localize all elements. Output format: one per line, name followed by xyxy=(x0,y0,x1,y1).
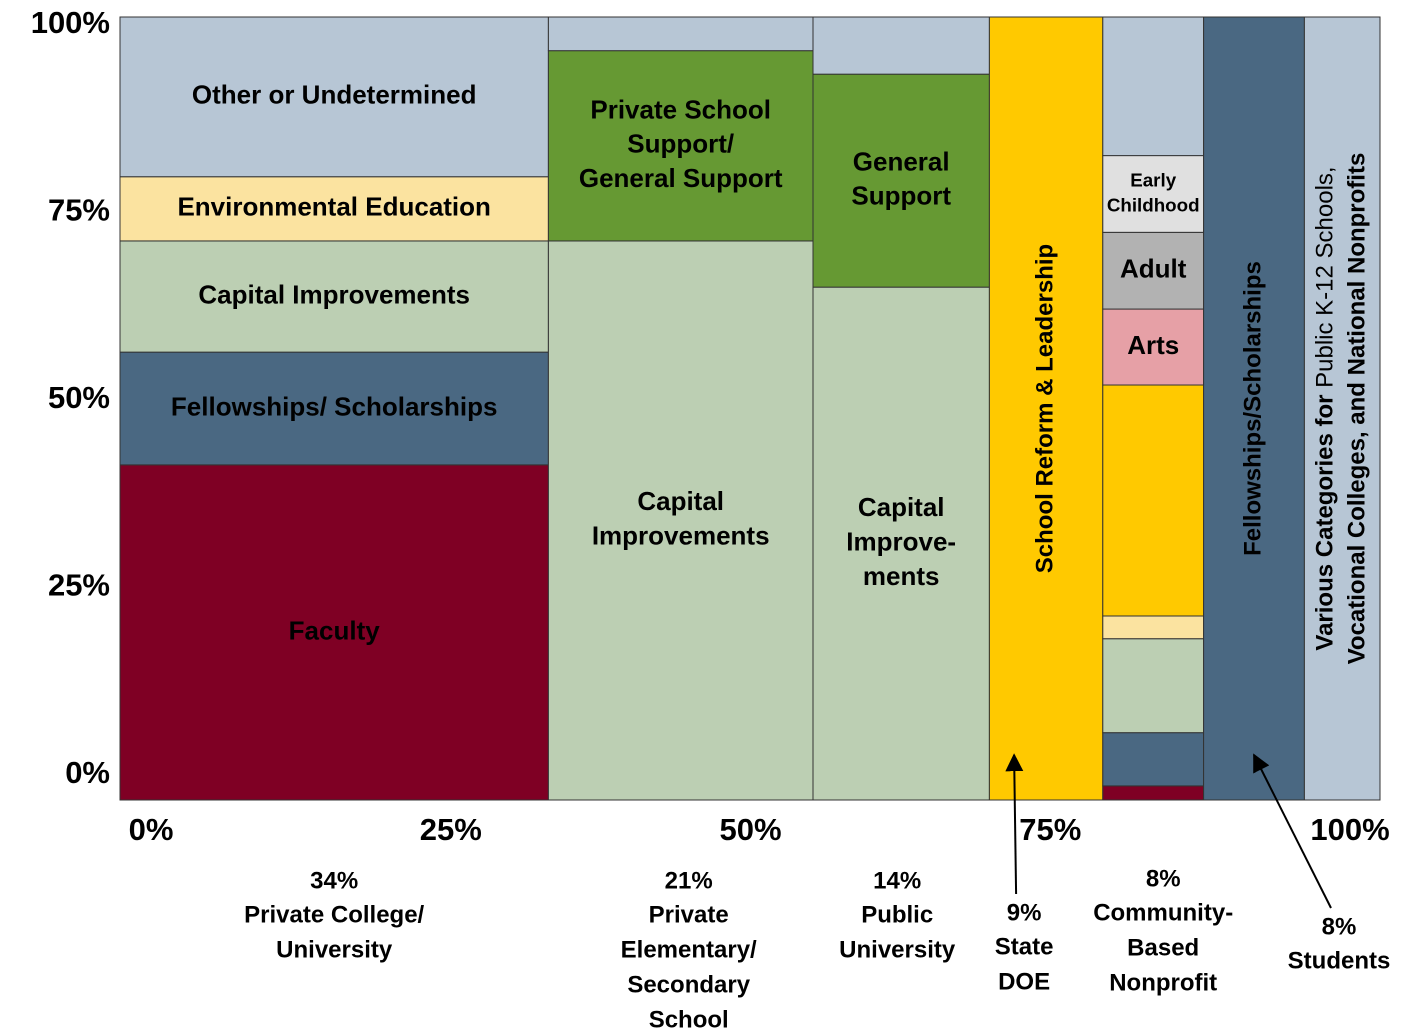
segment xyxy=(1102,785,1205,801)
column-name: University xyxy=(276,936,393,963)
segment xyxy=(1102,732,1205,787)
segment xyxy=(1203,16,1305,801)
segment-label-line: School Reform & Leadership xyxy=(1031,244,1058,573)
segment-label: Private School Support/General Support xyxy=(579,94,783,193)
segment xyxy=(119,464,549,801)
segment xyxy=(1102,231,1205,310)
segment-label-line: Support/ xyxy=(627,129,734,159)
segment-label-line: Capital xyxy=(858,492,945,522)
segment xyxy=(547,16,814,52)
segment-label: Capital Improve-ments xyxy=(846,492,956,591)
segment-label-line: Various Categories for Public K-12 Schoo… xyxy=(1312,166,1339,650)
segment-label-line: Capital Improvements xyxy=(198,279,470,309)
segment xyxy=(1102,384,1205,617)
y-tick-label: 0% xyxy=(65,755,110,790)
column-name: Elementary/ xyxy=(621,936,757,963)
segment-label: Fellowships/Scholarships xyxy=(1239,261,1266,556)
column-width-label: 8% xyxy=(1146,865,1181,892)
segment-label-line: Arts xyxy=(1127,330,1179,360)
column-name: Private College/ xyxy=(244,901,424,928)
segment xyxy=(547,50,814,242)
segment-label-line: Capital xyxy=(637,486,724,516)
column-name: Nonprofit xyxy=(1109,969,1217,996)
y-tick-label: 25% xyxy=(48,568,110,603)
arrow xyxy=(1005,753,1024,895)
segment-label-line: Support xyxy=(851,181,951,211)
column-name: DOE xyxy=(998,968,1050,995)
column-name: State xyxy=(995,933,1054,960)
column-width-label: 9% xyxy=(1007,899,1042,926)
x-tick-label: 75% xyxy=(1019,812,1081,847)
segment-label-line: Private School xyxy=(590,94,771,124)
x-tick-label: 50% xyxy=(719,812,781,847)
arrow xyxy=(1253,753,1332,909)
segment-label-line: Vocational Colleges, and National Nonpro… xyxy=(1343,153,1370,665)
segment xyxy=(988,16,1104,801)
column-name: University xyxy=(839,936,956,963)
segment xyxy=(119,351,549,466)
segment-label-line: Other or Undetermined xyxy=(192,80,477,110)
segment xyxy=(119,16,549,178)
segment-label-line: Faculty xyxy=(289,615,381,645)
column-name: Based xyxy=(1127,934,1199,961)
segment-label: Fellowships/ Scholarships xyxy=(171,391,498,421)
column-name: Private xyxy=(649,901,729,928)
segment-label-line: General Support xyxy=(579,163,783,193)
column-width-label: 8% xyxy=(1322,913,1357,940)
segment-label: Faculty xyxy=(289,615,381,645)
segment-label-line: Fellowships/ Scholarships xyxy=(171,391,498,421)
segment-label-line: Environmental Education xyxy=(177,192,491,222)
segment-label: General Support xyxy=(851,146,951,210)
segment-label-line: General xyxy=(853,146,950,176)
segment-labels: Faculty Fellowships/ Scholarships Capital … xyxy=(171,80,1370,665)
segment xyxy=(1102,615,1205,640)
x-tick-label: 100% xyxy=(1310,812,1389,847)
column-width-label: 14% xyxy=(873,867,921,894)
y-tick-label: 100% xyxy=(31,5,110,40)
segment-label-line: ments xyxy=(863,561,940,591)
segment-label-line: Improve- xyxy=(846,526,956,556)
segment xyxy=(1102,638,1205,734)
segment-label: Arts xyxy=(1127,330,1179,360)
y-tick-label: 75% xyxy=(48,193,110,228)
segment xyxy=(1102,16,1205,157)
segments xyxy=(119,16,1381,801)
segment xyxy=(812,73,990,288)
segment xyxy=(119,176,549,242)
segment xyxy=(812,286,990,801)
column-name: Secondary xyxy=(627,971,750,998)
segment-label: Various Categories for Public K-12 Schoo… xyxy=(1312,153,1371,665)
column-name: Community- xyxy=(1093,899,1233,926)
label-run: Public K-12 Schools, xyxy=(1312,166,1339,394)
segment-label-line: Adult xyxy=(1120,254,1187,284)
segment-label-line: Early xyxy=(1130,170,1176,191)
segment-label: Other or Undetermined xyxy=(192,80,477,110)
column-name: School xyxy=(649,1006,729,1033)
x-tick-label: 0% xyxy=(129,812,174,847)
label-run: Various Categories for xyxy=(1312,395,1339,651)
column-width-label: 21% xyxy=(665,867,713,894)
segment-label: Adult xyxy=(1120,254,1187,284)
segment-label-line: Fellowships/Scholarships xyxy=(1239,261,1266,556)
segment-label: Early Childhood xyxy=(1107,170,1200,216)
x-tick-label: 25% xyxy=(420,812,482,847)
column-name: Public xyxy=(861,901,933,928)
y-tick-label: 50% xyxy=(48,380,110,415)
segment xyxy=(812,16,990,75)
segment-label: School Reform & Leadership xyxy=(1031,244,1058,573)
segment-label: Environmental Education xyxy=(177,192,491,222)
segment xyxy=(547,240,814,801)
segment-label-line: Childhood xyxy=(1107,194,1200,215)
segment-label-line: Improvements xyxy=(592,521,770,551)
segment-label: Capital Improvements xyxy=(592,486,770,550)
segment xyxy=(1303,16,1381,801)
column-width-label: 34% xyxy=(310,867,358,894)
column-name: Students xyxy=(1288,947,1391,974)
segment-label: Capital Improvements xyxy=(198,279,470,309)
